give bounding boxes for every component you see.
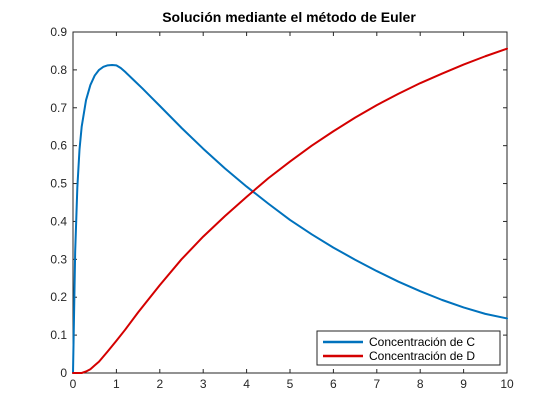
x-tick-label: 6 <box>330 377 337 391</box>
x-tick-label: 7 <box>373 377 380 391</box>
x-tick-label: 9 <box>460 377 467 391</box>
y-tick-label: 0.3 <box>50 252 67 266</box>
chart-title: Solución mediante el método de Euler <box>162 9 416 25</box>
y-tick-label: 0.7 <box>50 101 67 115</box>
x-tick-label: 2 <box>156 377 163 391</box>
y-tick-label: 0.9 <box>50 25 67 39</box>
legend-box <box>316 330 501 366</box>
plot-area: 0 1 2 3 4 5 6 7 8 9 10 0 0.1 0.2 0.3 0.4 0.5 0.6 0.7 0.8 0.9 <box>50 25 514 391</box>
x-tick-label: 5 <box>287 377 294 391</box>
y-tick-label: 0 <box>60 366 67 380</box>
series-line-c <box>72 63 508 374</box>
x-tick-label: 10 <box>500 377 514 391</box>
x-tick-label: 4 <box>243 377 250 391</box>
legend-label: Concentración de C <box>369 335 475 349</box>
x-tick-label: 3 <box>200 377 207 391</box>
y-tick-label: 0.2 <box>50 290 67 304</box>
y-tick-label: 0.6 <box>50 139 67 153</box>
y-tick-label: 0.4 <box>50 214 67 228</box>
x-tick-label: 8 <box>417 377 424 391</box>
x-tick-label: 0 <box>70 377 77 391</box>
series-line-d <box>72 47 508 374</box>
y-tick-label: 0.8 <box>50 63 67 77</box>
x-tick-label: 1 <box>113 377 120 391</box>
y-tick-label: 0.1 <box>50 328 67 342</box>
y-tick-label: 0.5 <box>50 177 67 191</box>
legend-label: Concentración de D <box>369 349 475 363</box>
